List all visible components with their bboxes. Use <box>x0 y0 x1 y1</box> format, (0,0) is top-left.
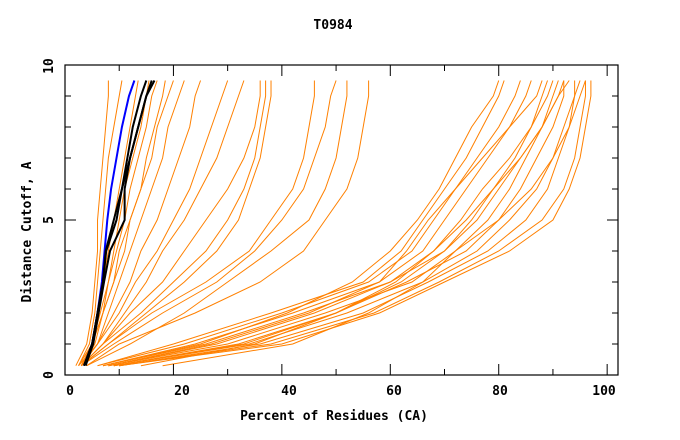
model-curve <box>78 80 123 366</box>
y-tick-label: 0 <box>42 371 57 379</box>
model-curve <box>97 80 521 367</box>
model-curve <box>102 80 554 367</box>
model-curve <box>162 80 586 367</box>
x-tick-label: 40 <box>281 384 297 399</box>
model-curve <box>119 80 592 367</box>
x-tick-label: 100 <box>592 384 616 399</box>
ticks <box>64 64 618 376</box>
model-curve <box>108 80 543 367</box>
model-curve <box>97 80 505 367</box>
model-curve <box>119 80 581 367</box>
model-curve <box>140 80 559 367</box>
y-axis-label: Distance Cutoff, A <box>20 161 35 302</box>
model-curve <box>113 80 570 367</box>
chart-title: T0984 <box>313 18 352 33</box>
model-curve <box>80 80 315 367</box>
model-curve <box>86 80 348 367</box>
model-curve <box>80 80 267 367</box>
x-axis-label: Percent of Residues (CA) <box>240 409 428 424</box>
model-curve <box>80 80 337 367</box>
model-curve <box>102 80 500 367</box>
model-curve <box>113 80 576 367</box>
y-tick-label: 10 <box>42 58 57 74</box>
model-curve <box>80 80 150 366</box>
blue-curve <box>83 80 136 367</box>
model-curve <box>80 80 202 366</box>
model-curve <box>80 80 261 367</box>
model-curve <box>86 80 370 367</box>
model-curve <box>80 80 229 366</box>
plot-frame <box>64 64 619 376</box>
x-tick-label: 0 <box>66 384 74 399</box>
x-tick-label: 60 <box>386 384 402 399</box>
x-tick-label: 20 <box>174 384 190 399</box>
x-tick-label: 80 <box>492 384 508 399</box>
model-curve <box>102 80 532 367</box>
model-curve <box>119 80 586 367</box>
model-curve <box>80 80 166 366</box>
model-curve <box>108 80 548 367</box>
y-tick-label: 5 <box>42 216 57 224</box>
curves <box>75 80 592 367</box>
model-curve <box>75 80 109 366</box>
model-curve <box>78 80 185 367</box>
black-curve <box>83 80 153 367</box>
model-curve <box>113 80 565 367</box>
model-curve <box>80 80 245 367</box>
model-curve <box>80 80 272 367</box>
